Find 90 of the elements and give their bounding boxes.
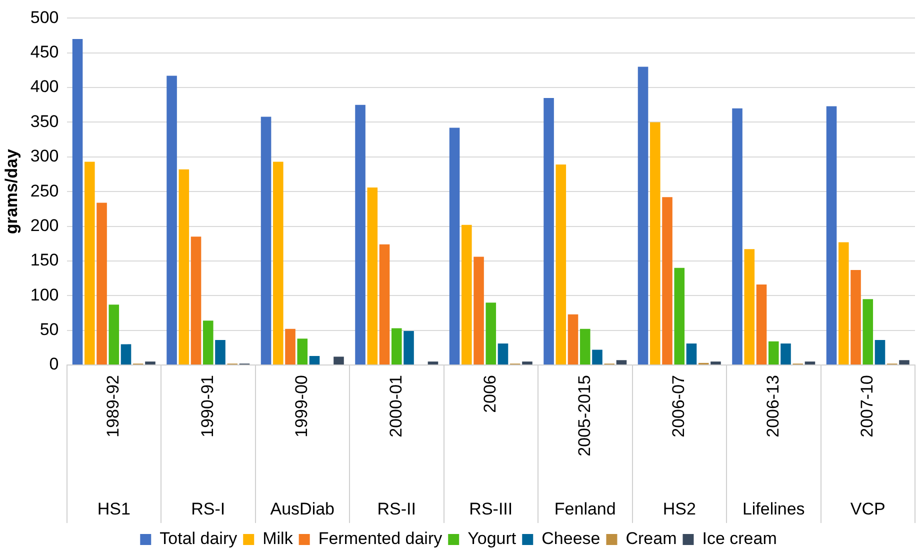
y-tick-label: 350 — [30, 112, 59, 131]
text: Lifelines — [742, 500, 805, 519]
bar — [826, 106, 837, 364]
bar — [899, 360, 910, 364]
bar — [120, 344, 132, 364]
legend-label: Yogurt — [468, 529, 516, 548]
bar — [768, 341, 779, 364]
text: AusDiab — [270, 500, 335, 519]
bar — [145, 362, 156, 364]
bar — [498, 344, 508, 364]
bar — [686, 344, 697, 364]
x-tick-label: 2006-07 — [669, 375, 688, 438]
bar — [391, 328, 402, 364]
bar — [202, 320, 214, 364]
bar — [215, 340, 226, 364]
y-tick-label: 200 — [30, 216, 59, 235]
bar — [850, 270, 861, 364]
bar — [190, 236, 202, 364]
bar — [650, 122, 660, 364]
legend-label: Total dairy — [160, 529, 238, 548]
bar — [72, 39, 83, 364]
bar — [449, 128, 460, 364]
bar — [544, 98, 554, 364]
bar — [355, 104, 366, 364]
bar — [804, 362, 816, 364]
bar — [862, 299, 874, 364]
text: VCP — [850, 500, 886, 519]
legend-label: Ice cream — [702, 529, 777, 548]
y-axis-title: grams/day — [2, 148, 21, 234]
bar — [461, 224, 472, 364]
bar — [108, 304, 120, 364]
y-tick-label: 300 — [30, 146, 59, 166]
bar — [780, 344, 791, 364]
text: RS-II — [377, 500, 416, 519]
y-tick-label: 0 — [49, 354, 59, 374]
bar — [96, 202, 107, 364]
bar — [838, 242, 849, 364]
x-tick-label: 2000-01 — [386, 375, 406, 438]
bar — [568, 314, 578, 364]
bar — [592, 350, 602, 364]
bar — [260, 116, 272, 364]
y-tick-label: 450 — [30, 42, 59, 62]
bar — [379, 244, 390, 364]
bar — [428, 362, 438, 364]
bar — [474, 256, 484, 364]
y-tick-label: 400 — [30, 77, 59, 96]
x-tick-label: 1989-92 — [104, 375, 123, 438]
bar — [580, 328, 590, 364]
bar — [556, 164, 566, 364]
x-tick-label: 1999-00 — [292, 375, 312, 438]
bar — [756, 284, 767, 364]
bar — [273, 162, 284, 364]
bar — [616, 360, 627, 364]
y-tick-label: 50 — [40, 320, 59, 340]
bar — [309, 356, 320, 364]
bar — [710, 362, 721, 364]
y-tick-label: 150 — [30, 250, 59, 270]
bar — [522, 362, 532, 364]
bar — [404, 331, 414, 364]
text: HS2 — [662, 500, 696, 519]
bar — [297, 338, 308, 364]
bar — [166, 76, 177, 364]
text: RS-I — [191, 500, 226, 519]
legend-label: Fermented dairy — [318, 529, 443, 548]
x-tick-label: 2006 — [480, 375, 500, 413]
bar — [486, 302, 496, 364]
legend-label: Milk — [262, 529, 294, 548]
y-tick-label: 500 — [30, 8, 59, 27]
bar — [638, 66, 648, 364]
y-tick-label: 250 — [30, 181, 59, 200]
bar — [285, 328, 296, 364]
bar — [744, 249, 755, 364]
x-tick-label: 2006-13 — [763, 375, 782, 438]
legend-label: Cream — [626, 529, 677, 548]
bar — [874, 340, 886, 364]
bar — [662, 197, 672, 364]
bar — [178, 169, 190, 364]
bar — [732, 108, 742, 364]
bar — [334, 356, 344, 364]
x-tick-label: 2005-2015 — [574, 375, 594, 456]
y-tick-label: 100 — [30, 285, 59, 304]
bar — [367, 187, 378, 364]
x-tick-label: 2007-10 — [858, 375, 877, 438]
bar — [674, 268, 685, 364]
text: RS-III — [469, 500, 513, 519]
bar — [84, 162, 95, 364]
text: Fenland — [554, 500, 616, 519]
x-tick-label: 1990-91 — [198, 375, 217, 438]
legend-label: Cheese — [542, 529, 600, 548]
text: HS1 — [97, 500, 130, 519]
